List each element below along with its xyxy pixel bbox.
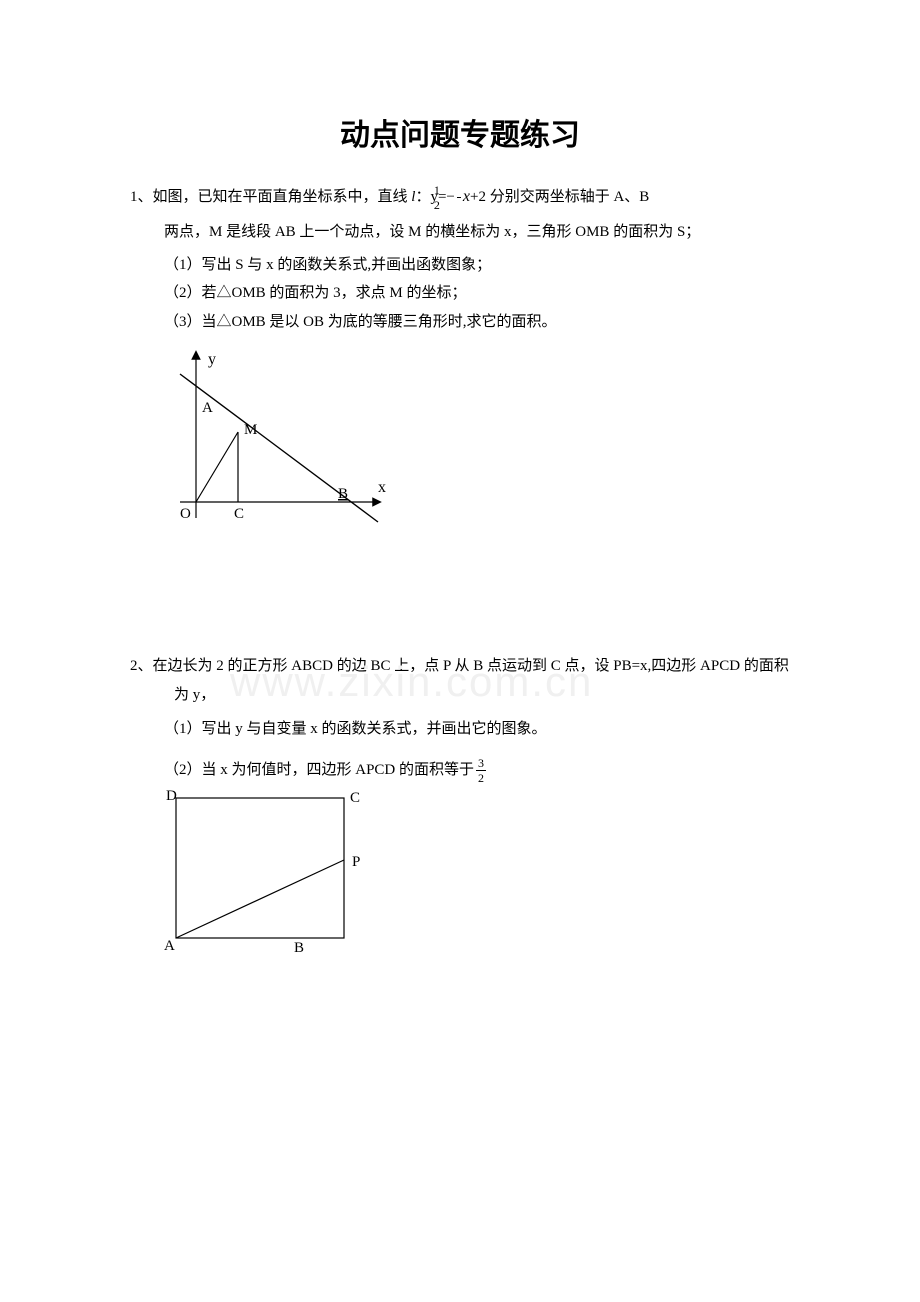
label-O: O bbox=[180, 506, 191, 522]
frac-num: 1 bbox=[457, 184, 461, 198]
label-y: y bbox=[208, 351, 216, 368]
problem-1-lede: 1、如图，已知在平面直角坐标系中，直线 l：y=−12x+2 分别交两坐标轴于 … bbox=[130, 182, 790, 212]
p1-body: 两点，M 是线段 AB 上一个动点，设 M 的横坐标为 x，三角形 OMB 的面… bbox=[130, 218, 790, 247]
p1-lede-pre: 如图，已知在平面直角坐标系中，直线 bbox=[153, 189, 412, 205]
label-A: A bbox=[202, 400, 213, 416]
label-P: P bbox=[352, 854, 360, 870]
frac-num-2: 3 bbox=[476, 757, 486, 771]
italic-x: x bbox=[463, 188, 470, 205]
p2-sub1: （1）写出 y 与自变量 x 的函数关系式，并画出它的图象。 bbox=[130, 715, 790, 744]
label-C2: C bbox=[350, 790, 360, 806]
p1-number: 1、 bbox=[130, 189, 153, 205]
p2-sub2-pre: （2）当 x 为何值时，四边形 APCD 的面积等于 bbox=[164, 762, 474, 778]
fraction-half: 12 bbox=[457, 184, 461, 211]
frac-den: 2 bbox=[457, 198, 461, 211]
p1-lede-post: +2 分别交两坐标轴于 A、B bbox=[470, 189, 649, 205]
problem-2-lede: 2、在边长为 2 的正方形 ABCD 的边 BC 上，点 P 从 B 点运动到 … bbox=[130, 652, 790, 709]
page-title: 动点问题专题练习 bbox=[130, 110, 790, 154]
fraction-3-2: 32 bbox=[476, 757, 486, 784]
label-A2: A bbox=[164, 938, 175, 954]
label-M: M bbox=[244, 422, 257, 438]
p2-number: 2、 bbox=[130, 658, 153, 674]
label-B2: B bbox=[294, 940, 304, 954]
p1-sub1: （1）写出 S 与 x 的函数关系式,并画出函数图象； bbox=[130, 251, 790, 280]
label-x: x bbox=[378, 479, 386, 496]
p2-figure: D C A B P bbox=[164, 790, 364, 954]
page: www.zixin.com.cn 动点问题专题练习 1、如图，已知在平面直角坐标… bbox=[0, 0, 920, 1024]
frac-den-2: 2 bbox=[476, 771, 486, 784]
p1-sub3: （3）当△OMB 是以 OB 为底的等腰三角形时,求它的面积。 bbox=[130, 308, 790, 337]
label-C: C bbox=[234, 506, 244, 522]
p1-figure: y x O A M B C bbox=[164, 342, 394, 542]
label-B: B bbox=[338, 486, 348, 502]
gap bbox=[130, 552, 790, 652]
p2-sub2: （2）当 x 为何值时，四边形 APCD 的面积等于32 bbox=[130, 756, 790, 785]
p2-lede: 在边长为 2 的正方形 ABCD 的边 BC 上，点 P 从 B 点运动到 C … bbox=[153, 658, 789, 703]
p1-sub2: （2）若△OMB 的面积为 3，求点 M 的坐标； bbox=[130, 279, 790, 308]
label-D: D bbox=[166, 790, 177, 804]
